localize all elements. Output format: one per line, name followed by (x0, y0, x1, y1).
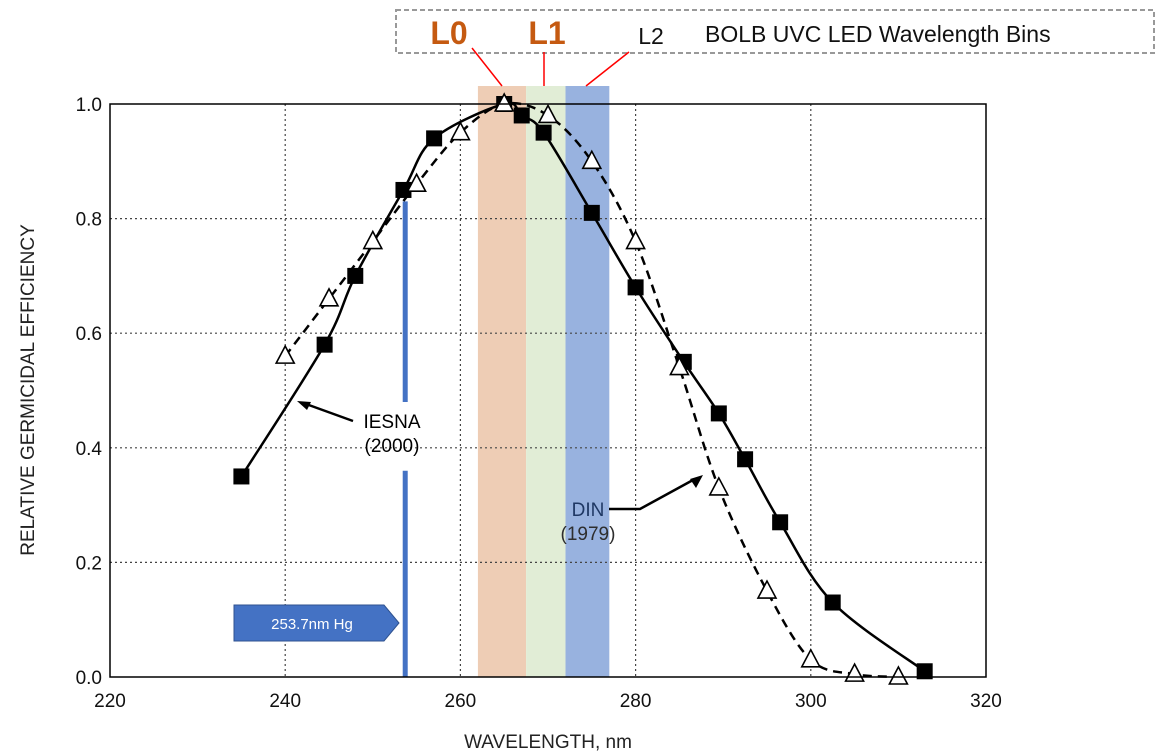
y-tick-label: 0.2 (76, 553, 102, 574)
iesna-leader-arrowhead (297, 401, 311, 410)
bins-legend-title: BOLB UVC LED Wavelength Bins (705, 21, 1051, 47)
x-axis-title: WAVELENGTH, nm (464, 732, 632, 753)
data-point-square (426, 130, 443, 147)
y-tick-label: 1.0 (76, 95, 102, 116)
data-point-square (824, 594, 841, 611)
data-point-triangle (450, 120, 471, 141)
data-point-triangle (318, 287, 340, 307)
hg-arrow-shape (233, 604, 400, 642)
bin-label-l1: L1 (528, 15, 565, 51)
y-tick-label: 0.4 (76, 439, 103, 460)
bins-legend: L0 L1 L2 BOLB UVC LED Wavelength Bins (395, 9, 1155, 87)
tick-labels: 220 240 260 280 300 320 0.0 0.2 0.4 0.6 0.8 1.0 (76, 95, 1002, 712)
data-point-triangle (669, 355, 690, 376)
bin-label-l2: L2 (638, 23, 664, 49)
plot-frame (109, 103, 987, 678)
data-point-triangle (625, 229, 646, 250)
din-year-label: (1979) (561, 524, 616, 545)
y-tick-label: 0.8 (76, 210, 102, 231)
data-point-triangle (274, 344, 296, 364)
data-point-square (395, 181, 412, 198)
din-leader-arrowhead (690, 475, 703, 488)
data-point-square (513, 107, 530, 124)
iesna-leader-line (305, 402, 354, 423)
bin-label-l0: L0 (430, 15, 467, 51)
y-axis-title: RELATIVE GERMICIDAL EFFICIENCY (18, 224, 39, 556)
data-point-triangle (362, 229, 384, 250)
y-tick-label: 0.6 (76, 324, 102, 345)
bin-band-l1 (526, 86, 566, 677)
data-point-triangle (800, 648, 822, 668)
data-point-triangle (888, 665, 909, 685)
data-point-square (772, 514, 789, 531)
series-group (233, 92, 933, 685)
data-point-square (316, 336, 333, 353)
data-point-triangle (537, 103, 559, 124)
data-point-square (535, 124, 552, 141)
wavelength-bins-bands (477, 86, 610, 677)
x-tick-label: 240 (269, 691, 301, 712)
bin-connector-l2 (585, 51, 630, 87)
x-tick-label: 280 (620, 691, 652, 712)
grid (110, 104, 986, 677)
annotations: IESNA (2000) DIN (1979) 253.7nm Hg (233, 401, 703, 642)
series-line-1 (284, 101, 899, 679)
data-point-square (627, 279, 644, 296)
data-point-square (347, 267, 364, 284)
x-tick-label: 320 (970, 691, 1002, 712)
x-tick-label: 220 (94, 691, 126, 712)
bin-band-l2 (565, 86, 610, 677)
din-leader-line (609, 478, 694, 511)
y-tick-label: 0.0 (76, 668, 102, 689)
data-point-triangle (406, 172, 427, 193)
iesna-label: IESNA (363, 412, 420, 433)
x-tick-label: 300 (795, 691, 827, 712)
data-point-square (737, 451, 754, 468)
hg-arrow-label: 253.7nm Hg (271, 616, 353, 633)
data-point-square (916, 663, 933, 680)
series-line-0 (240, 101, 926, 673)
data-point-triangle (581, 149, 603, 170)
iesna-year-label: (2000) (365, 436, 420, 457)
data-point-triangle (493, 92, 515, 112)
din-label: DIN (572, 500, 605, 521)
x-tick-label: 260 (445, 691, 477, 712)
bin-connector-l0 (471, 47, 503, 87)
data-point-square (233, 468, 250, 485)
bin-band-l0 (477, 86, 527, 677)
data-point-square (710, 405, 727, 422)
data-point-square (583, 204, 600, 221)
data-point-triangle (756, 579, 778, 599)
data-point-triangle (708, 476, 730, 496)
bins-legend-frame (395, 9, 1155, 54)
